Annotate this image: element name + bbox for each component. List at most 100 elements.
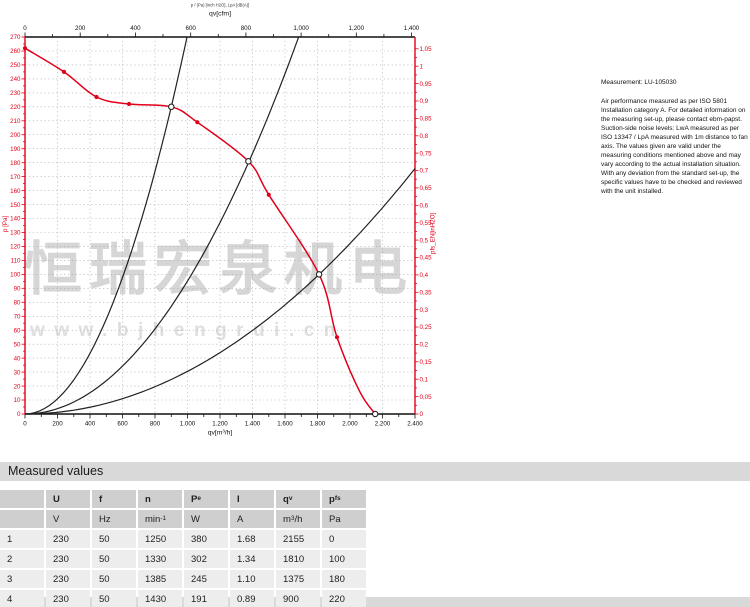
fan-curve-point xyxy=(61,69,67,74)
measurement-title: Measurement: LU-105030 xyxy=(601,79,677,86)
system-curve xyxy=(24,36,300,415)
svg-text:p [Pa]: p [Pa] xyxy=(2,216,9,232)
svg-text:20: 20 xyxy=(14,383,21,390)
svg-text:0: 0 xyxy=(17,411,21,418)
svg-text:p / (Pa) [inch H2O], LpA [dB(A: p / (Pa) [inch H2O], LpA [dB(A)] xyxy=(191,3,249,8)
svg-text:260: 260 xyxy=(10,48,21,55)
fan-curve-point xyxy=(266,192,271,197)
column-unit: Pa xyxy=(322,510,366,528)
svg-text:0: 0 xyxy=(23,25,27,32)
column-unit: A xyxy=(230,510,274,528)
working-point xyxy=(245,158,252,165)
svg-text:0,2: 0,2 xyxy=(420,342,429,349)
row-number: 4 xyxy=(0,590,44,607)
column-unit: Hz xyxy=(92,510,136,528)
row-number: 1 xyxy=(0,530,44,548)
column-header: I xyxy=(230,490,274,508)
table-cell: 191 xyxy=(184,590,228,607)
svg-text:0,7: 0,7 xyxy=(420,168,429,175)
fan-curve-point xyxy=(334,335,340,340)
svg-text:210: 210 xyxy=(10,118,21,125)
svg-text:130: 130 xyxy=(10,230,21,237)
svg-text:0,15: 0,15 xyxy=(420,359,433,366)
performance-chart: 0 200 400 600 800 1.000 1.200 1.400 1.600 1.800 2.… xyxy=(0,0,440,455)
system-curve xyxy=(24,36,188,415)
measurement-panel: Measurement: LU-105030 Air performance m… xyxy=(601,78,750,196)
svg-text:60: 60 xyxy=(14,327,21,334)
svg-text:50: 50 xyxy=(14,341,21,348)
svg-text:qv[cfm]: qv[cfm] xyxy=(209,11,231,18)
column-header: f xyxy=(92,490,136,508)
svg-text:220: 220 xyxy=(10,104,21,111)
svg-text:250: 250 xyxy=(10,62,21,69)
svg-text:150: 150 xyxy=(10,202,21,209)
svg-text:140: 140 xyxy=(10,216,21,223)
svg-text:0: 0 xyxy=(23,421,27,428)
svg-text:30: 30 xyxy=(14,369,21,376)
svg-text:400: 400 xyxy=(130,25,141,32)
svg-text:1,400: 1,400 xyxy=(404,25,420,32)
svg-text:0,75: 0,75 xyxy=(420,150,433,157)
working-point xyxy=(315,271,323,278)
table-cell: 50 xyxy=(92,530,136,548)
svg-text:2.000: 2.000 xyxy=(342,421,358,428)
svg-text:70: 70 xyxy=(14,314,21,321)
table-cell: 1430 xyxy=(138,590,182,607)
svg-text:10: 10 xyxy=(14,397,21,404)
table-cell: 230 xyxy=(46,590,90,607)
table-cell: 1330 xyxy=(138,550,182,568)
table-cell: 1.10 xyxy=(230,570,274,588)
table-cell: 50 xyxy=(92,590,136,607)
svg-text:0,45: 0,45 xyxy=(420,255,433,262)
svg-text:240: 240 xyxy=(10,76,21,83)
svg-text:1.000: 1.000 xyxy=(180,421,196,428)
svg-text:160: 160 xyxy=(10,188,21,195)
svg-text:270: 270 xyxy=(10,34,21,41)
svg-text:0,4: 0,4 xyxy=(420,272,429,279)
system-curve xyxy=(25,168,416,415)
svg-text:110: 110 xyxy=(11,258,21,265)
svg-text:1,200: 1,200 xyxy=(349,25,365,32)
svg-text:1,05: 1,05 xyxy=(420,46,433,53)
svg-text:0,25: 0,25 xyxy=(420,324,433,331)
column-unit: min -1 xyxy=(138,510,182,528)
svg-text:170: 170 xyxy=(10,174,21,181)
table-cell: 1810 xyxy=(276,550,320,568)
svg-text:0,55: 0,55 xyxy=(420,220,433,227)
row-number: 3 xyxy=(0,570,44,588)
table-cell: 1.34 xyxy=(230,550,274,568)
svg-text:200: 200 xyxy=(75,25,86,32)
svg-text:0,35: 0,35 xyxy=(420,290,433,297)
svg-text:1,000: 1,000 xyxy=(293,25,309,32)
measurement-body: Air performance measured as per ISO 5801… xyxy=(601,98,748,195)
table-cell: 1375 xyxy=(276,570,320,588)
column-header: U xyxy=(46,490,90,508)
fan-curve-point xyxy=(195,120,200,125)
column-unit: W xyxy=(184,510,228,528)
table-cell: 230 xyxy=(46,550,90,568)
table-cell: 2155 xyxy=(276,530,320,548)
working-point xyxy=(371,410,379,418)
svg-text:80: 80 xyxy=(14,300,21,307)
svg-text:600: 600 xyxy=(186,25,197,32)
svg-text:0,9: 0,9 xyxy=(420,98,429,105)
svg-text:0,8: 0,8 xyxy=(420,133,429,140)
svg-text:230: 230 xyxy=(10,90,21,97)
table-corner xyxy=(0,490,44,508)
table-cell: 0.89 xyxy=(230,590,274,607)
svg-text:pfs_EN[inH2O]: pfs_EN[inH2O] xyxy=(430,212,437,254)
table-cell: 100 xyxy=(322,550,366,568)
table-cell: 900 xyxy=(276,590,320,607)
svg-text:0,3: 0,3 xyxy=(420,307,429,314)
table-cell: 0 xyxy=(322,530,366,548)
svg-text:0,85: 0,85 xyxy=(420,116,433,123)
table-cell: 1385 xyxy=(138,570,182,588)
svg-text:600: 600 xyxy=(117,421,128,428)
bottom-section-bar xyxy=(0,597,750,607)
table-cell: 220 xyxy=(322,590,366,607)
fan-curve-point xyxy=(126,101,132,107)
column-header: n xyxy=(138,490,182,508)
column-unit: V xyxy=(46,510,90,528)
svg-text:0,1: 0,1 xyxy=(420,376,429,383)
